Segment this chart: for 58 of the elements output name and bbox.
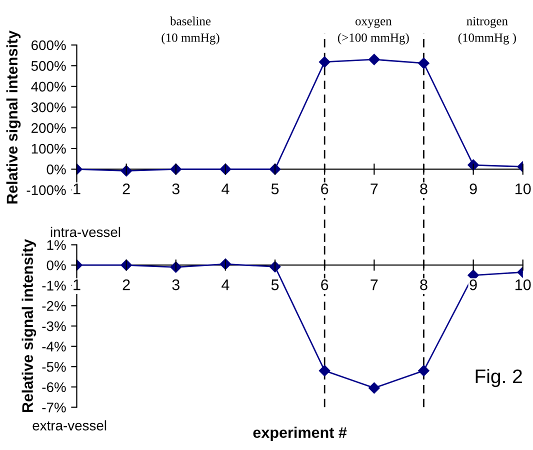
y-tick-label: 300% [31,102,66,112]
point [269,261,281,272]
x-tick-label: 1 [74,280,80,290]
x-tick-label: 2 [122,279,130,290]
point [269,164,281,175]
text: nitrogen (10mmHg ) [458,16,516,44]
x-tick-label: 5 [271,280,279,290]
y-tick-label: -3% [42,321,66,332]
x-axis-title: experiment # [253,426,347,441]
y-tick-label: 0% [46,164,66,174]
point [220,164,232,175]
y-tick-label: -4% [42,342,66,352]
point [468,159,479,171]
point [368,54,380,66]
x-tick-label: 10 [516,279,531,290]
y-tick-label: -7% [42,402,66,412]
x-tick-label: 8 [420,183,428,194]
x-tick-label: 7 [370,280,378,290]
x-tick-label: 1 [74,184,80,194]
text: intra-vessel [50,226,120,238]
x-tick-label: 7 [370,184,378,194]
x-tick-label: 8 [420,279,428,290]
y-tick-label: 0% [46,260,66,270]
y-tick-label: 200% [32,123,66,133]
x-tick-label: 6 [321,183,328,194]
x-tick-label: 9 [470,183,477,194]
x-tick-label: 4 [222,184,230,194]
x-tick-label: 3 [172,183,180,194]
y-tick-label: -5% [42,362,66,372]
y-tick-label: 400% [31,82,66,92]
text: oxygen (>100 mmHg) [338,18,409,44]
point [170,164,182,175]
text: extra-vessel [32,420,106,430]
annotation: Fig. 2 [476,368,522,388]
y-tick-label: -100% [26,185,66,196]
y-tick-label: -6% [42,382,66,392]
x-tick-label: 5 [271,184,279,194]
point [318,365,330,376]
y-tick-label: -2% [42,301,66,311]
point [418,58,430,69]
x-tick-label: 4 [222,280,230,290]
point [120,260,132,271]
x-tick-label: 3 [172,279,180,290]
y-axis-title: Relative signal intensity [22,239,36,412]
y-tick-label: 100% [32,144,66,154]
y-tick-label: 500% [31,61,66,71]
text: baseline (10 mmHg) [162,16,220,44]
y-tick-label: -1% [42,280,66,291]
y-axis-title: Relative signal intensity [6,30,21,204]
x-tick-label: 6 [321,279,328,290]
y-tick-label: 1% [47,240,66,250]
x-tick-label: 9 [470,279,477,290]
point [318,56,330,68]
point [368,382,380,394]
x-tick-label: 2 [122,183,130,194]
point [418,365,430,376]
x-tick-label: 10 [516,183,531,194]
y-tick-label: 600% [32,40,66,50]
